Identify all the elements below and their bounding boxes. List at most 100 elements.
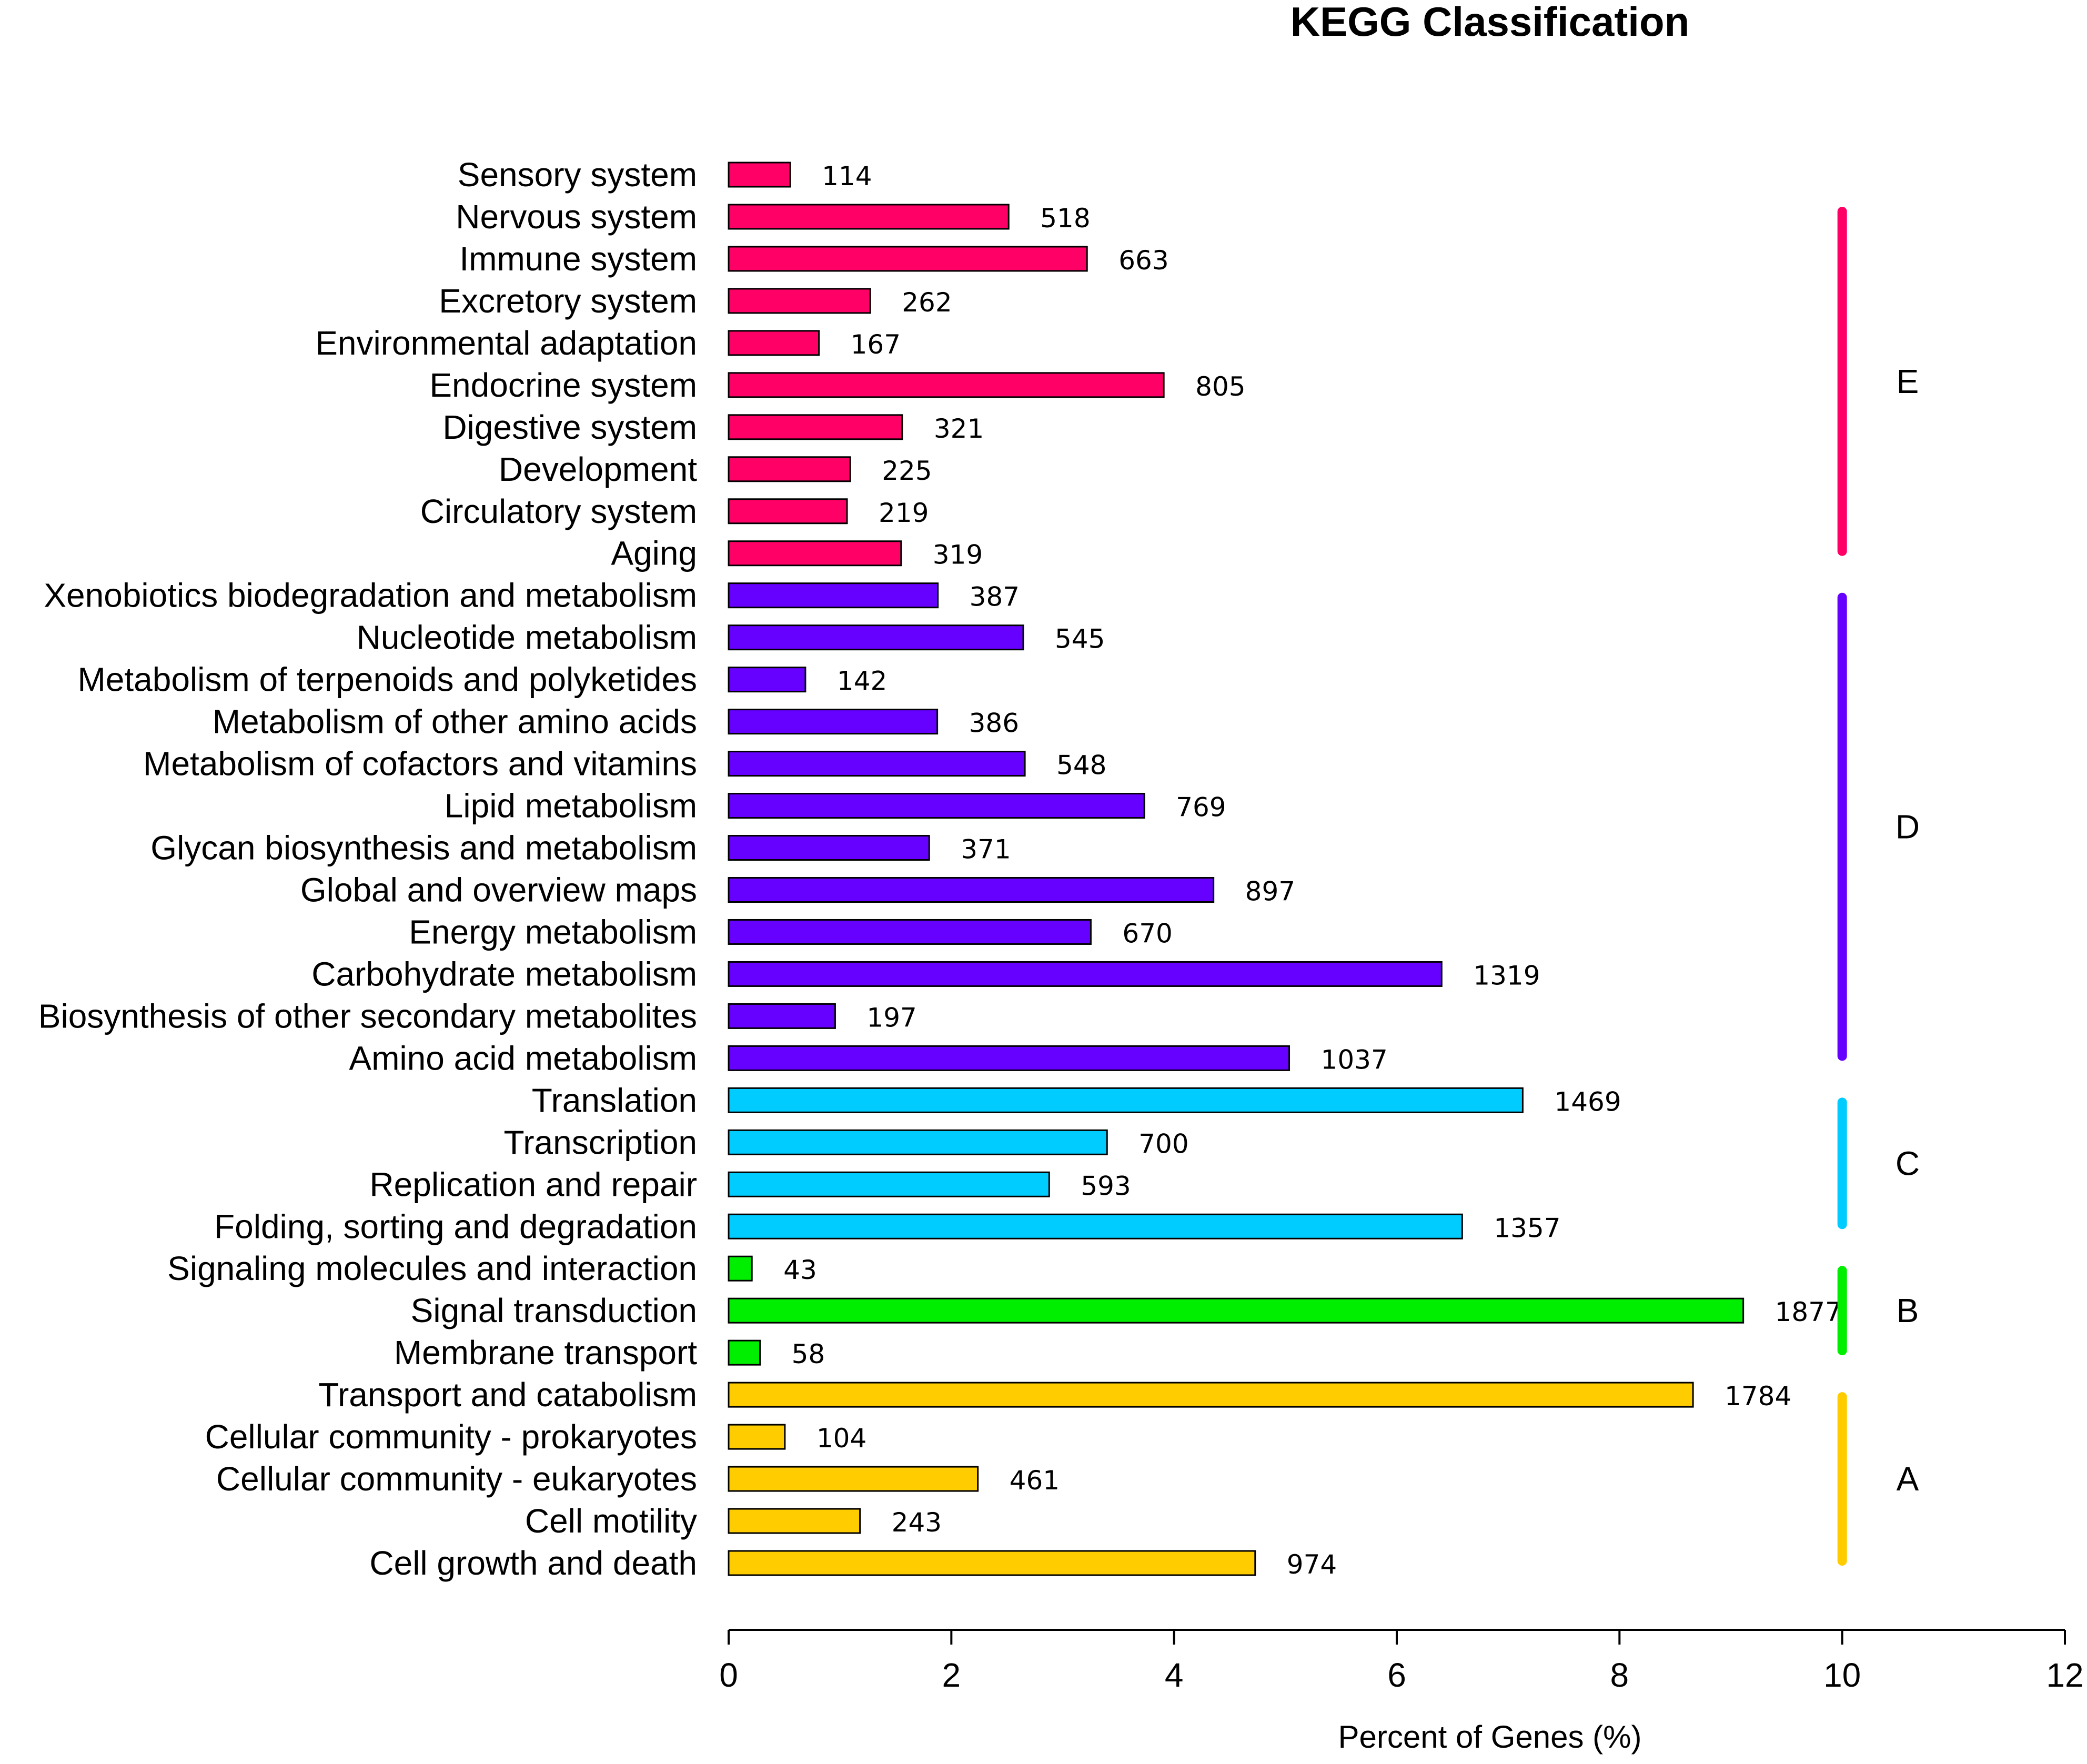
category-label-lipid-metabolism: Lipid metabolism (445, 787, 697, 825)
bar-global-and-overview-maps (728, 876, 1215, 903)
bar-carbohydrate-metabolism (728, 961, 1443, 987)
group-label-e: E (1897, 362, 1919, 400)
bar-nucleotide-metabolism (728, 624, 1024, 651)
category-label-circulatory-system: Circulatory system (420, 492, 697, 530)
value-label-nucleotide-metabolism: 545 (1055, 624, 1105, 654)
category-label-nervous-system: Nervous system (456, 198, 697, 236)
category-label-biosynthesis-of-other-secondary-metabolites: Biosynthesis of other secondary metaboli… (38, 997, 697, 1035)
value-label-energy-metabolism: 670 (1122, 918, 1172, 949)
bar-metabolism-of-cofactors-and-vitamins (728, 751, 1026, 777)
bar-energy-metabolism (728, 919, 1092, 945)
x-tick-label-6: 6 (1387, 1656, 1406, 1694)
x-tick-label-2: 2 (942, 1656, 961, 1694)
bar-nervous-system (728, 204, 1010, 230)
bar-membrane-transport (728, 1339, 761, 1366)
category-label-folding-sorting-and-degradation: Folding, sorting and degradation (214, 1207, 697, 1245)
category-label-excretory-system: Excretory system (439, 282, 697, 320)
bar-sensory-system (728, 162, 791, 188)
value-label-endocrine-system: 805 (1195, 371, 1245, 402)
bar-circulatory-system (728, 498, 848, 525)
value-label-carbohydrate-metabolism: 1319 (1473, 960, 1540, 991)
bar-glycan-biosynthesis-and-metabolism (728, 835, 930, 861)
chart-title: KEGG Classification (1290, 0, 1690, 45)
category-label-xenobiotics-biodegradation-and-metabolism: Xenobiotics biodegradation and metabolis… (44, 577, 697, 614)
value-label-digestive-system: 321 (934, 414, 984, 444)
value-label-circulatory-system: 219 (879, 498, 929, 528)
x-tick-label-8: 8 (1610, 1656, 1629, 1694)
value-label-signal-transduction: 1877 (1775, 1297, 1842, 1327)
value-label-excretory-system: 262 (902, 287, 952, 318)
category-label-energy-metabolism: Energy metabolism (409, 913, 697, 951)
value-label-xenobiotics-biodegradation-and-metabolism: 387 (970, 582, 1020, 612)
value-label-replication-and-repair: 593 (1081, 1171, 1131, 1201)
x-tick-label-0: 0 (719, 1656, 738, 1694)
value-label-sensory-system: 114 (822, 161, 872, 191)
bar-metabolism-of-terpenoids-and-polyketides (728, 667, 806, 693)
value-label-folding-sorting-and-degradation: 1357 (1494, 1213, 1560, 1243)
category-label-replication-and-repair: Replication and repair (369, 1165, 697, 1203)
category-label-glycan-biosynthesis-and-metabolism: Glycan biosynthesis and metabolism (150, 829, 697, 867)
bar-immune-system (728, 246, 1088, 272)
category-label-transport-and-catabolism: Transport and catabolism (318, 1376, 697, 1414)
category-label-carbohydrate-metabolism: Carbohydrate metabolism (311, 955, 697, 993)
bar-cellular-community-eukaryotes (728, 1466, 979, 1492)
x-axis-label: Percent of Genes (%) (1338, 1719, 1642, 1755)
bar-amino-acid-metabolism (728, 1045, 1290, 1071)
bar-development (728, 456, 851, 482)
x-tick-label-4: 4 (1165, 1656, 1184, 1694)
group-brackets: E D C B A (1837, 206, 1920, 1566)
value-label-metabolism-of-cofactors-and-vitamins: 548 (1056, 750, 1106, 781)
category-label-sensory-system: Sensory system (458, 156, 697, 194)
value-label-cell-growth-and-death: 974 (1287, 1549, 1337, 1580)
value-label-membrane-transport: 58 (792, 1339, 825, 1369)
group-label-c: C (1896, 1144, 1920, 1182)
bar-replication-and-repair (728, 1171, 1050, 1197)
value-label-aging: 319 (933, 540, 983, 570)
value-label-environmental-adaptation: 167 (851, 329, 901, 360)
category-label-membrane-transport: Membrane transport (394, 1334, 697, 1372)
value-label-development: 225 (882, 456, 932, 486)
category-label-amino-acid-metabolism: Amino acid metabolism (349, 1039, 697, 1077)
category-label-signal-transduction: Signal transduction (411, 1292, 697, 1329)
bar-aging (728, 540, 902, 567)
bar-metabolism-of-other-amino-acids (728, 709, 939, 735)
bar-folding-sorting-and-degradation (728, 1213, 1463, 1239)
category-label-metabolism-of-other-amino-acids: Metabolism of other amino acids (213, 703, 697, 741)
category-label-cell-motility: Cell motility (525, 1502, 697, 1540)
bar-transport-and-catabolism (728, 1382, 1694, 1408)
category-label-nucleotide-metabolism: Nucleotide metabolism (357, 619, 697, 657)
bar-xenobiotics-biodegradation-and-metabolism (728, 582, 939, 609)
bar-cell-growth-and-death (728, 1550, 1256, 1576)
x-tick-label-12: 12 (2046, 1656, 2083, 1694)
value-label-glycan-biosynthesis-and-metabolism: 371 (961, 834, 1011, 865)
value-label-immune-system: 663 (1118, 245, 1168, 276)
value-label-nervous-system: 518 (1040, 203, 1090, 234)
category-label-immune-system: Immune system (459, 240, 697, 278)
value-label-cell-motility: 243 (892, 1507, 942, 1538)
category-label-endocrine-system: Endocrine system (429, 366, 697, 404)
category-label-environmental-adaptation: Environmental adaptation (315, 324, 697, 362)
value-label-signaling-molecules-and-interaction: 43 (783, 1255, 817, 1285)
category-label-digestive-system: Digestive system (442, 408, 697, 446)
bars-layer: Sensory system 114 Nervous system 518 Immune… (38, 156, 1842, 1582)
category-label-global-and-overview-maps: Global and overview maps (300, 871, 697, 909)
group-label-a: A (1897, 1460, 1919, 1498)
bar-biosynthesis-of-other-secondary-metabolites (728, 1003, 836, 1029)
bar-signal-transduction (728, 1297, 1745, 1324)
value-label-translation: 1469 (1554, 1086, 1621, 1117)
value-label-cellular-community-prokaryotes: 104 (816, 1423, 866, 1454)
group-label-b: B (1897, 1292, 1919, 1329)
category-label-cell-growth-and-death: Cell growth and death (369, 1544, 697, 1582)
bar-transcription (728, 1129, 1108, 1155)
category-label-cellular-community-eukaryotes: Cellular community - eukaryotes (216, 1460, 697, 1498)
bar-signaling-molecules-and-interaction (728, 1255, 753, 1282)
value-label-transcription: 700 (1138, 1128, 1188, 1159)
category-label-metabolism-of-terpenoids-and-polyketides: Metabolism of terpenoids and polyketides (77, 661, 697, 699)
bar-environmental-adaptation (728, 330, 820, 356)
group-label-d: D (1896, 808, 1920, 846)
category-label-transcription: Transcription (503, 1123, 697, 1161)
bar-cell-motility (728, 1508, 861, 1534)
category-label-translation: Translation (532, 1081, 697, 1119)
x-tick-label-10: 10 (1823, 1656, 1861, 1694)
value-label-lipid-metabolism: 769 (1176, 792, 1226, 823)
